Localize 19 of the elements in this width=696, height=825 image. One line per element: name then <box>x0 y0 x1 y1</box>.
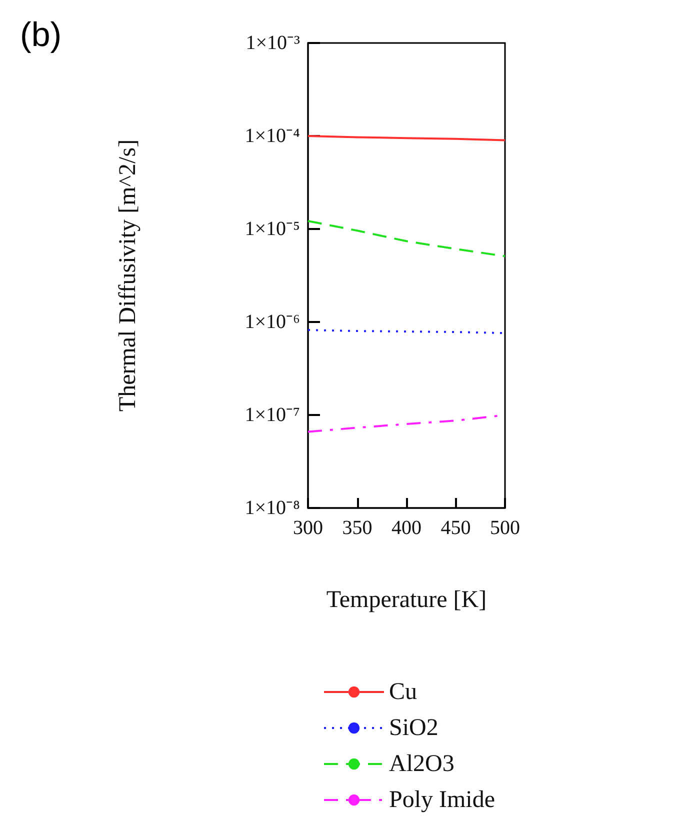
line-series <box>307 220 506 258</box>
x-tick-label: 400 <box>392 517 422 539</box>
x-tick-label: 500 <box>490 517 520 539</box>
y-tick-label: 1×10⁻⁵ <box>244 218 300 240</box>
y-tick-label: 1×10⁻⁴ <box>244 125 300 147</box>
legend-label: Poly Imide <box>389 787 495 813</box>
x-tick-label: 300 <box>293 517 323 539</box>
legend-label: SiO2 <box>389 715 438 741</box>
y-tick-label: 1×10⁻³ <box>246 32 300 54</box>
text: (b) <box>20 16 62 54</box>
y-tick-label: 1×10⁻⁷ <box>244 404 300 426</box>
x-tick-label: 350 <box>342 517 372 539</box>
x-tick-label: 450 <box>440 517 471 539</box>
y-axis-title: Thermal Diffusivity [m^2/s] <box>115 139 141 412</box>
legend-label: Cu <box>389 679 418 705</box>
x-axis-title: Temperature [K] <box>326 587 487 613</box>
legend-label: Al2O3 <box>389 751 454 777</box>
y-tick-label: 1×10⁻⁶ <box>244 311 300 333</box>
y-tick-label: 1×10⁻⁸ <box>244 497 300 519</box>
